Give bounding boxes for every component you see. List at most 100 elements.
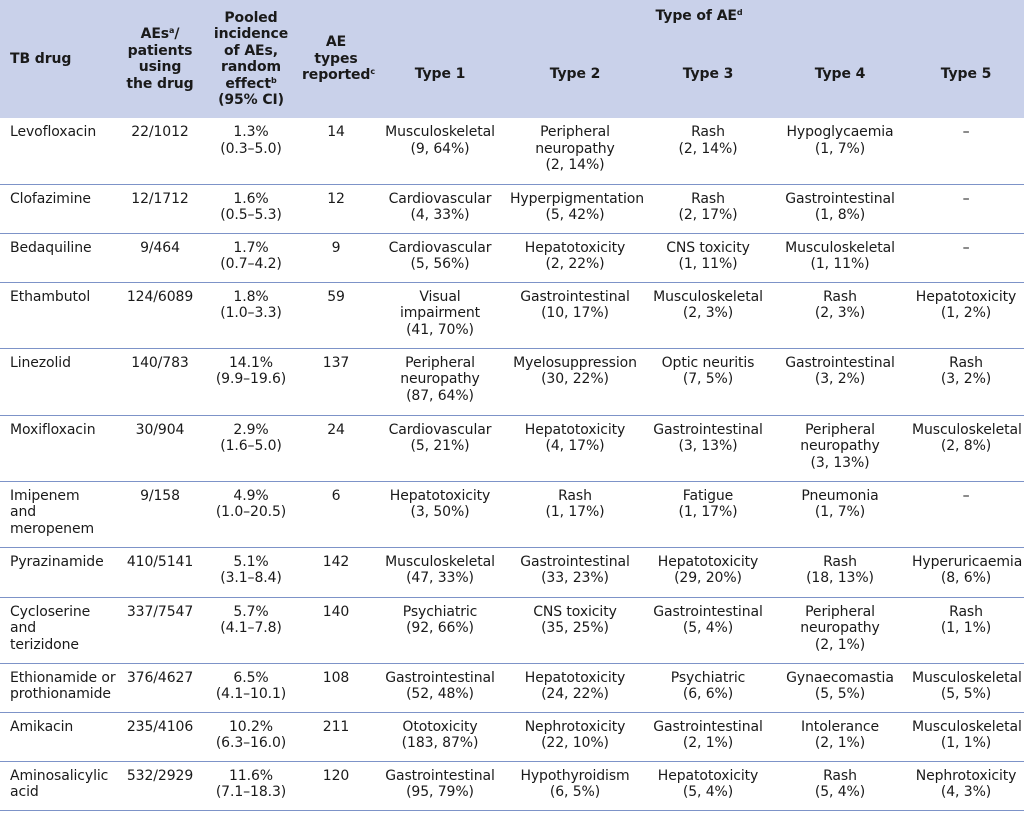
header-type-4: Type 4 (772, 30, 908, 118)
ae-type-3-cell: Musculoskeletal (2, 3%) (644, 282, 772, 349)
ae-type-2-cell-line: CNS toxicity (533, 603, 617, 620)
aes-patients-cell-line: 9/464 (140, 239, 180, 256)
ae-type-2-cell-line: Hyperpigmentation (510, 190, 644, 207)
ae-types-count-cell-line: 6 (331, 487, 341, 504)
pooled-incidence-cell: 10.2% (6.3–16.0) (204, 712, 298, 762)
ae-type-1-cell-line: Psychiatric (402, 603, 478, 620)
aes-patients-cell: 532/2929 (116, 761, 204, 811)
ae-type-5-cell-line: (3, 2%) (940, 371, 992, 387)
ae-type-2-cell-line: neuropathy (535, 140, 615, 157)
ae-type-1-cell-line: Visual (419, 288, 461, 305)
ae-type-4-cell-line: Pneumonia (801, 487, 879, 504)
ae-type-3-cell-line: Fatigue (682, 487, 734, 504)
ae-type-3-cell: Rash (2, 17%) (644, 184, 772, 234)
drug-name-cell-line: Ethionamide or (10, 669, 116, 686)
ae-types-count-cell-line: 24 (327, 421, 345, 438)
pooled-incidence-cell-line: 10.2% (229, 718, 273, 735)
ae-type-2-cell-line: Hepatotoxicity (524, 421, 626, 438)
ae-type-4-cell: Gynaecomastia (5, 5%) (772, 663, 908, 713)
header-pooled-incidence: Pooled incidence of AEs, random effectb … (204, 0, 298, 118)
ae-type-4-cell-line: neuropathy (800, 620, 880, 636)
ae-type-4-cell-line: (2, 3%) (814, 305, 866, 321)
table-row: Ethionamide or prothionamide 376/4627 6.5%(… (0, 663, 1024, 713)
ae-type-4-cell-line: Rash (823, 288, 857, 305)
ae-type-4-cell-line: (1, 8%) (814, 207, 866, 223)
ae-types-count-cell-line: 211 (322, 718, 350, 735)
table-row: Cycloserine and terizidone 337/7547 5.7% (4.1… (0, 597, 1024, 664)
ae-type-2-cell-line: (2, 14%) (545, 157, 605, 173)
ae-type-2-cell-line: (33, 23%) (541, 570, 609, 586)
ae-type-5-cell-line: Hyperuricaemia (912, 553, 1023, 570)
ae-type-4-cell-line: Intolerance (801, 718, 879, 735)
ae-type-3-cell-line: Rash (691, 124, 725, 140)
drug-name-cell-line: terizidone (10, 636, 79, 653)
aes-patients-cell: 30/904 (116, 415, 204, 482)
ae-types-count-cell: 140 (298, 597, 374, 664)
pooled-incidence-cell-line: 1.8% (233, 288, 269, 305)
pooled-incidence-cell-line: 5.7% (233, 603, 269, 620)
drug-name-cell: Ethionamide or prothionamide (0, 663, 116, 713)
ae-type-2-cell-line: (22, 10%) (541, 735, 609, 751)
pooled-incidence-cell: 1.3% (0.3–5.0) (204, 118, 298, 185)
ae-type-3-cell: Gastrointestinal (5, 4%) (644, 597, 772, 664)
ae-type-4-cell-line: Gynaecomastia (786, 669, 894, 686)
aes-patients-cell-line: 235/4106 (126, 718, 194, 735)
ae-types-count-cell: 24 (298, 415, 374, 482)
ae-type-4-cell-line: (5, 4%) (814, 784, 866, 800)
ae-type-5-cell-line: – (962, 124, 970, 140)
pooled-incidence-cell-line: 1.3% (233, 124, 269, 140)
ae-type-2-cell-line: Myelosuppression (513, 354, 637, 371)
ae-type-1-cell-line: Cardiovascular (388, 190, 492, 207)
ae-type-4-cell-line: Gastrointestinal (785, 354, 895, 371)
header-tb-drug: TB drug (0, 0, 116, 118)
ae-type-2-cell-line: (30, 22%) (541, 371, 609, 387)
drug-name-cell-line: Imipenem (10, 487, 80, 504)
aes-patients-cell: 12/1712 (116, 184, 204, 234)
ae-type-1-cell: Gastrointestinal (52, 48%) (374, 663, 506, 713)
ae-type-2-cell-line: Nephrotoxicity (524, 718, 626, 735)
drug-name-cell-line: Clofazimine (10, 190, 91, 207)
ae-type-2-cell-line: (6, 5%) (549, 784, 601, 800)
ae-type-4-cell-line: (2, 1%) (814, 636, 866, 653)
ae-type-3-cell-line: (5, 4%) (682, 620, 734, 636)
table-row: Linezolid 140/783 14.1% (9.9–19.6) 137 Periph… (0, 348, 1024, 416)
ae-type-3-cell-line: Hepatotoxicity (657, 553, 759, 570)
drug-name-cell: Ethambutol (0, 282, 116, 349)
ae-types-count-cell-line: 140 (322, 603, 350, 620)
ae-type-4-cell-line: (1, 7%) (814, 140, 866, 157)
table-row: Pyrazinamide 410/5141 5.1% (3.1–8.4) 142 Musc… (0, 547, 1024, 598)
ae-type-1-cell: Cardiovascular (5, 21%) (374, 415, 506, 482)
ae-type-5-cell-line: Rash (949, 354, 983, 371)
pooled-incidence-cell-line: (6.3–16.0) (215, 735, 287, 751)
ae-type-5-cell: – (908, 233, 1024, 283)
ae-type-2-cell: CNS toxicity (35, 25%) (506, 597, 644, 664)
ae-type-5-cell: Hyperuricaemia (8, 6%) (908, 547, 1024, 598)
ae-type-4-cell-line: (2, 1%) (814, 735, 866, 751)
ae-types-count-cell-line: 14 (327, 124, 345, 140)
drug-name-cell: Levofloxacin (0, 118, 116, 185)
ae-type-1-cell-line: Musculoskeletal (385, 124, 495, 140)
pooled-incidence-cell-line: (1.0–20.5) (215, 504, 287, 520)
ae-type-2-cell: Rash (1, 17%) (506, 481, 644, 548)
drug-name-cell-line: Ethambutol (10, 288, 91, 305)
ae-type-2-cell-line: Gastrointestinal (520, 288, 630, 305)
ae-type-4-cell-line: Gastrointestinal (785, 190, 895, 207)
pooled-incidence-cell-line: (4.1–7.8) (220, 620, 282, 636)
ae-type-1-cell: Gastrointestinal (95, 79%) (374, 761, 506, 811)
ae-type-4-cell: Rash (18, 13%) (772, 547, 908, 598)
ae-type-1-cell: Cardiovascular (5, 56%) (374, 233, 506, 283)
pooled-incidence-cell: 6.5% (4.1–10.1) (204, 663, 298, 713)
ae-type-1-cell-line: Gastrointestinal (385, 767, 495, 784)
aes-patients-cell-line: 337/7547 (126, 603, 194, 620)
ae-type-4-cell: Pneumonia (1, 7%) (772, 481, 908, 548)
ae-type-5-cell-line: – (962, 190, 970, 207)
aes-patients-cell: 140/783 (116, 348, 204, 416)
aes-patients-cell-line: 30/904 (135, 421, 185, 438)
ae-type-1-cell: Hepatotoxicity (3, 50%) (374, 481, 506, 548)
pooled-incidence-cell-line: (4.1–10.1) (215, 686, 287, 702)
drug-name-cell-line: Bedaquiline (10, 239, 92, 256)
ae-type-2-cell-line: (24, 22%) (541, 686, 609, 702)
pooled-incidence-cell: 5.1% (3.1–8.4) (204, 547, 298, 598)
ae-type-2-cell: Hepatotoxicity (24, 22%) (506, 663, 644, 713)
